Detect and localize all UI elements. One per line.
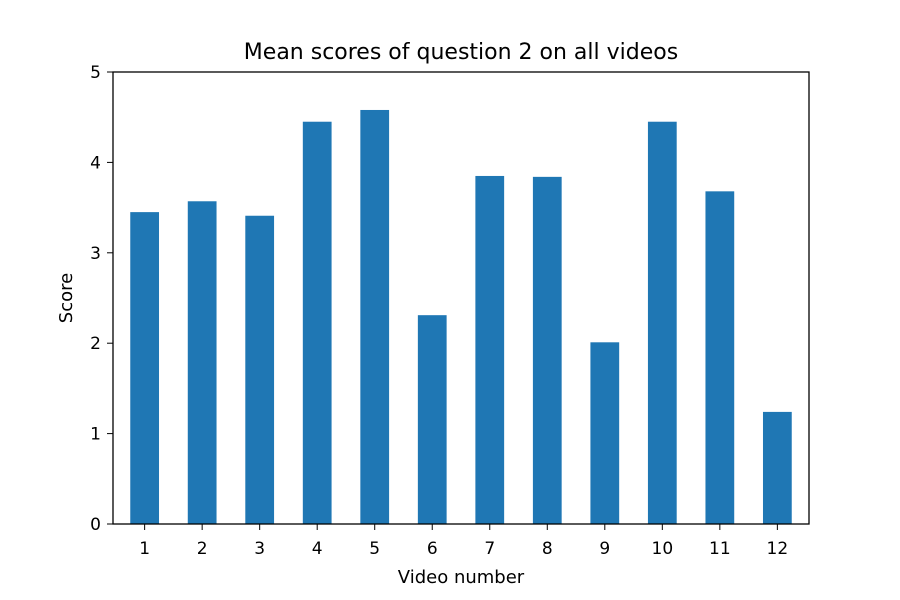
bar-video-12	[762, 411, 792, 524]
x-axis-label: Video number	[398, 567, 525, 588]
chart-title: Mean scores of question 2 on all videos	[244, 40, 678, 65]
x-tick-label: 9	[599, 539, 610, 559]
y-tick-label: 4	[90, 153, 101, 173]
bar-video-6	[417, 315, 447, 524]
x-tick-label: 12	[767, 539, 789, 559]
x-tick-label: 8	[542, 539, 553, 559]
bar-video-9	[590, 342, 620, 524]
x-axis-ticks: 1 2 3 4 5 6 7 8 9 10 11 12	[139, 524, 788, 559]
x-tick-label: 7	[484, 539, 495, 559]
bar-video-7	[475, 175, 505, 524]
bar-video-1	[130, 212, 160, 524]
y-tick-label: 3	[90, 244, 101, 264]
x-tick-label: 3	[254, 539, 265, 559]
x-tick-label: 1	[139, 539, 150, 559]
x-tick-label: 6	[427, 539, 438, 559]
bar-video-10	[647, 121, 677, 524]
y-axis-label: Score	[56, 273, 77, 323]
y-axis-ticks: 0 1 2 3 4 5	[90, 63, 113, 535]
bar-video-8	[532, 176, 562, 525]
x-tick-label: 10	[652, 539, 674, 559]
y-tick-label: 1	[90, 425, 101, 445]
bar-group	[130, 109, 792, 525]
x-tick-label: 4	[312, 539, 323, 559]
x-tick-label: 11	[709, 539, 731, 559]
y-tick-label: 0	[90, 515, 101, 535]
bar-video-4	[302, 121, 332, 524]
y-tick-label: 5	[90, 63, 101, 83]
x-tick-label: 5	[369, 539, 380, 559]
bar-video-2	[187, 201, 217, 524]
bar-video-5	[360, 109, 390, 524]
x-tick-label: 2	[197, 539, 208, 559]
y-tick-label: 2	[90, 334, 101, 354]
plot-frame	[112, 71, 810, 525]
bar-video-3	[245, 215, 275, 525]
bar-video-11	[705, 191, 735, 524]
